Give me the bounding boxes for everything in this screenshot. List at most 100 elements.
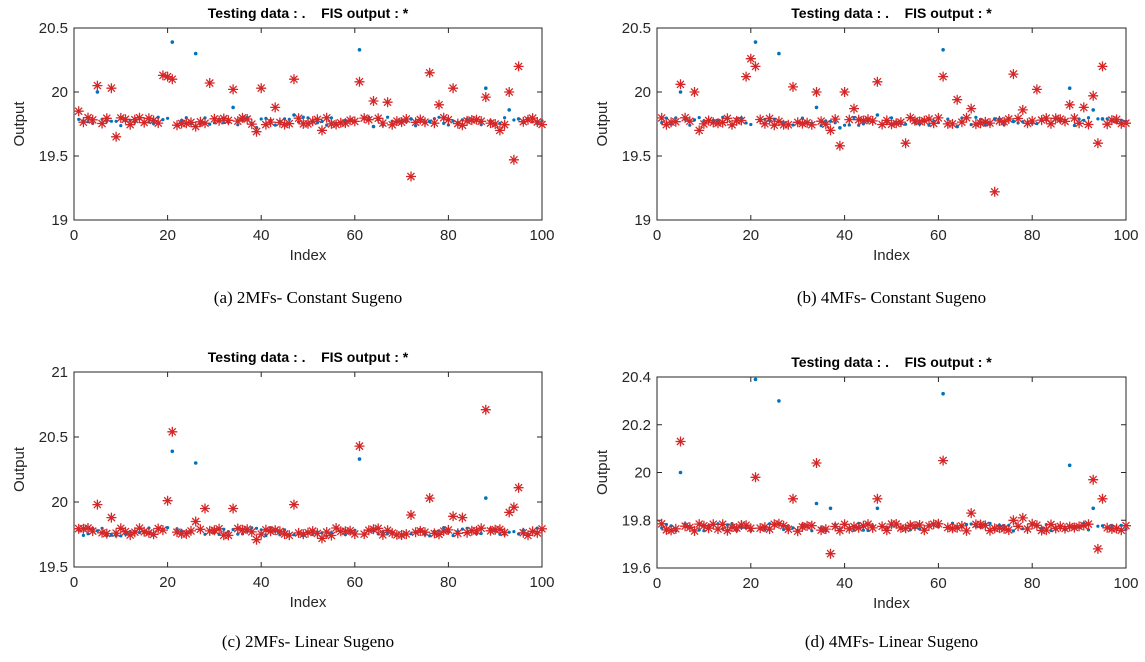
fis-output-point — [148, 115, 159, 126]
fis-output-point — [181, 528, 192, 539]
testing-data-point — [161, 118, 165, 122]
fis-output-point — [373, 523, 384, 534]
fis-output-point — [670, 116, 681, 127]
plot-area — [656, 376, 1127, 569]
testing-data-point — [166, 116, 170, 120]
fis-output-point — [1092, 543, 1103, 554]
fis-output-point — [129, 114, 140, 125]
fis-output-point — [186, 525, 196, 536]
chart-title: Testing data : . FIS output : * — [791, 354, 992, 370]
fis-output-point — [806, 520, 817, 531]
fis-output-point — [359, 113, 370, 124]
testing-data-point — [1086, 528, 1091, 532]
fis-output-point — [157, 525, 168, 536]
fis-output-point — [731, 523, 742, 534]
testing-data-point — [503, 116, 507, 120]
fis-output-point — [1017, 512, 1028, 523]
fis-output-point — [994, 523, 1005, 534]
fis-output-point — [139, 526, 150, 537]
fis-output-point — [891, 519, 902, 529]
fis-output-point — [1078, 102, 1089, 113]
testing-data-point — [193, 461, 198, 465]
fis-output-point — [312, 114, 323, 125]
x-tick-label: 60 — [346, 574, 363, 591]
x-tick-label: 40 — [836, 575, 853, 592]
fis-output-point — [396, 117, 407, 128]
fis-output-point — [1064, 521, 1075, 532]
testing-data-point — [292, 533, 296, 537]
fis-output-point — [78, 117, 89, 128]
x-tick-label: 40 — [253, 574, 270, 591]
x-axis-label: Index — [873, 247, 910, 264]
fis-output-point — [518, 527, 529, 538]
fis-output-point — [656, 518, 667, 529]
testing-data-point — [904, 122, 908, 126]
fis-output-point — [83, 112, 93, 123]
testing-data-point — [170, 449, 175, 454]
fis-output-point — [214, 115, 225, 126]
testing-data-point — [301, 115, 305, 119]
fis-output-point — [872, 493, 883, 504]
fis-output-point — [717, 117, 728, 128]
fis-output-point — [190, 516, 201, 527]
chart-title: Testing data : . FIS output : * — [208, 5, 409, 21]
fis-output-point — [377, 529, 388, 540]
fis-output-point — [223, 115, 234, 126]
fis-output-point — [134, 112, 145, 123]
testing-data-point — [409, 532, 413, 536]
fis-output-point — [755, 523, 766, 534]
fis-output-point — [190, 121, 201, 132]
fis-output-point — [429, 118, 440, 129]
y-axis-label: Output — [11, 101, 28, 147]
fis-output-point — [1041, 113, 1052, 124]
testing-data-point — [838, 126, 842, 130]
fis-output-point — [849, 103, 859, 114]
y-axis-label: Output — [594, 101, 611, 147]
testing-data-point — [357, 48, 362, 52]
fis-output-point — [1055, 114, 1066, 125]
fis-output-point — [1083, 119, 1094, 130]
fis-output-point — [504, 87, 515, 97]
fis-output-point — [410, 117, 421, 128]
fis-output-point — [975, 519, 986, 530]
fis-output-point — [1003, 114, 1014, 124]
y-tick-label: 20.4 — [622, 369, 651, 386]
testing-data-point — [800, 116, 805, 120]
fis-output-point — [485, 118, 496, 129]
fis-output-point — [792, 117, 803, 128]
fis-output-point — [434, 529, 444, 540]
fis-output-point — [148, 529, 159, 540]
fis-output-point — [684, 116, 695, 127]
fis-output-point — [120, 526, 131, 537]
testing-data-point — [254, 526, 259, 530]
fis-output-point — [741, 71, 752, 82]
fis-output-point — [1074, 521, 1085, 532]
fis-output-point — [111, 528, 122, 539]
y-tick-label: 20 — [51, 494, 68, 511]
fis-output-point — [900, 138, 911, 149]
testing-data-point — [889, 116, 894, 120]
testing-data-point — [451, 119, 455, 123]
testing-data-point — [777, 399, 781, 403]
fis-output-point — [157, 70, 168, 81]
fis-output-point — [242, 524, 253, 535]
fis-output-point — [867, 115, 878, 126]
fis-output-point — [881, 525, 892, 536]
fis-output-point — [698, 520, 709, 531]
fis-output-point — [359, 529, 370, 540]
testing-data-point — [119, 124, 123, 128]
fis-output-point — [1046, 118, 1056, 129]
chart-title: Testing data : . FIS output : * — [791, 5, 992, 21]
fis-output-point — [1013, 113, 1024, 124]
fis-output-point — [354, 76, 365, 87]
testing-data-point — [292, 113, 296, 117]
fis-output-point — [513, 482, 524, 493]
y-axis-label: Output — [11, 446, 28, 492]
fis-output-point — [703, 523, 714, 534]
fis-output-point — [143, 113, 154, 124]
fis-output-point — [689, 87, 700, 97]
fis-output-point — [354, 441, 365, 452]
testing-data-point — [1086, 116, 1091, 120]
fis-output-point — [120, 114, 131, 125]
fis-output-point — [382, 97, 393, 108]
